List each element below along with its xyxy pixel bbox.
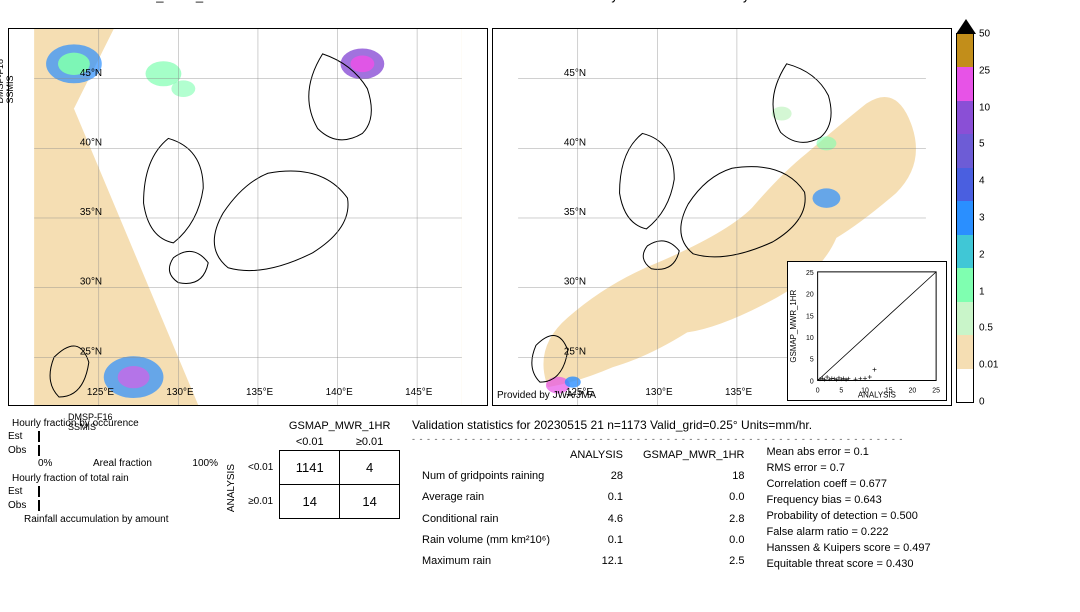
svg-text:25°N: 25°N bbox=[564, 346, 586, 357]
svg-text:5: 5 bbox=[839, 387, 843, 394]
sensor-label-top: DMSP-F18SSMIS bbox=[0, 59, 15, 104]
svg-text:125°E: 125°E bbox=[87, 387, 115, 398]
left-map-title: GSMAP_MWR_1HR estimates for 20230515 21 bbox=[8, 0, 488, 3]
svg-text:45°N: 45°N bbox=[564, 68, 586, 79]
svg-text:10: 10 bbox=[806, 335, 814, 342]
svg-text:25°N: 25°N bbox=[80, 346, 102, 357]
stats-panel: Validation statistics for 20230515 21 n=… bbox=[412, 418, 1056, 592]
sensor-label-bottom: DMSP-F16SSMIS bbox=[68, 412, 113, 432]
svg-text:GSMAP_MWR_1HR: GSMAP_MWR_1HR bbox=[789, 289, 798, 362]
svg-text:5: 5 bbox=[810, 357, 814, 364]
contingency-table: ANALYSIS GSMAP_MWR_1HR <0.01≥0.01 <0.011… bbox=[230, 418, 400, 592]
svg-text:35°N: 35°N bbox=[564, 207, 586, 218]
svg-text:0: 0 bbox=[810, 378, 814, 385]
svg-text:35°N: 35°N bbox=[80, 207, 102, 218]
svg-text:45°N: 45°N bbox=[80, 68, 102, 79]
svg-text:130°E: 130°E bbox=[166, 387, 194, 398]
svg-text:130°E: 130°E bbox=[645, 387, 673, 398]
svg-text:135°E: 135°E bbox=[725, 387, 753, 398]
svg-text:ANALYSIS: ANALYSIS bbox=[858, 390, 896, 399]
svg-text:135°E: 135°E bbox=[246, 387, 274, 398]
svg-text:25: 25 bbox=[806, 270, 814, 277]
svg-text:20: 20 bbox=[806, 292, 814, 299]
svg-text:140°E: 140°E bbox=[326, 387, 354, 398]
right-map-title: Hourly Radar-AMeDAS analysis for 2023051… bbox=[492, 0, 952, 3]
svg-text:40°N: 40°N bbox=[564, 137, 586, 148]
colorbar: 502510543210.50.010 bbox=[956, 33, 974, 403]
svg-text:145°E: 145°E bbox=[405, 387, 433, 398]
svg-text:0: 0 bbox=[816, 387, 820, 394]
svg-text:40°N: 40°N bbox=[80, 137, 102, 148]
svg-text:25: 25 bbox=[932, 387, 940, 394]
svg-text:30°N: 30°N bbox=[564, 277, 586, 288]
provided-by: Provided by JWA/JMA bbox=[497, 390, 596, 401]
svg-text:20: 20 bbox=[909, 387, 917, 394]
svg-text:30°N: 30°N bbox=[80, 277, 102, 288]
fraction-panel: Hourly fraction by occurence Est Obs 0%A… bbox=[8, 418, 218, 592]
svg-text:15: 15 bbox=[806, 313, 814, 320]
left-map: 45°N 40°N 35°N 30°N 25°N 125°E 130°E 135°E 140°… bbox=[9, 29, 487, 405]
scatter-inset: 0510152025 0510152025 ANALYSIS GSMAP_MWR… bbox=[787, 261, 947, 401]
